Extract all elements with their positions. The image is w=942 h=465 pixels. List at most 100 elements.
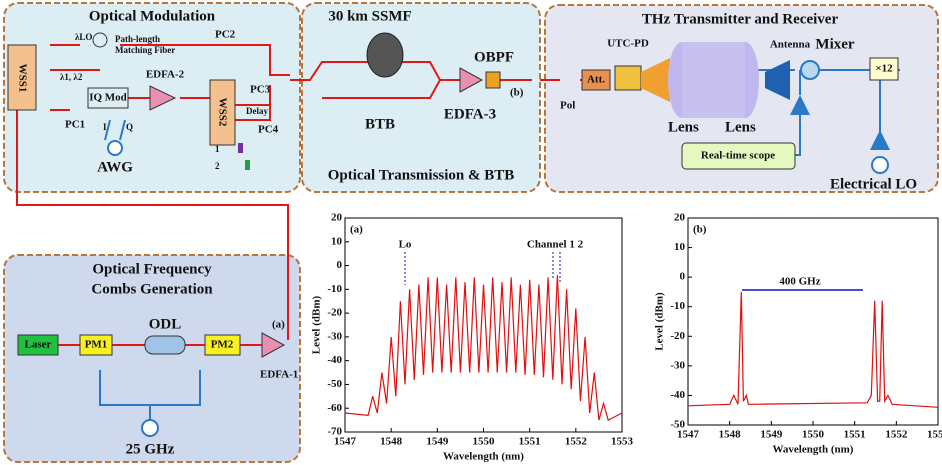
x-tick-label: 1548 [380,436,403,448]
horn [641,58,670,102]
amplifier [790,95,810,115]
x-tick-label: 1553 [611,436,634,448]
label: ×12 [875,63,893,75]
amplifier [261,332,286,358]
y-tick-label: -40 [670,389,685,401]
y-tick-label: -30 [327,330,342,342]
filter [485,71,501,89]
annotation: Channel 1 2 [527,239,584,251]
y-tick-label: -50 [327,378,342,390]
beam [682,42,745,118]
x-tick-label: 1550 [473,436,496,448]
panel-title: Combs Generation [91,281,213,297]
y-tick-label: 10 [674,241,686,253]
label: ODL [149,316,182,332]
annotation: 400 GHz [779,276,820,288]
label: EDFA-3 [444,106,496,122]
label: Electrical LO [830,176,917,192]
label: Delay [246,106,268,116]
label: OBPF [474,49,514,65]
combs-panel [3,254,301,463]
x-tick-label: 1551 [519,436,541,448]
x-tick-label: 1551 [844,429,866,441]
scope [681,142,796,170]
label: Q [126,122,133,132]
odl [144,335,186,355]
label: PM2 [211,339,234,351]
x-tick-label: 1549 [426,436,449,448]
x-tick-label: 1552 [565,436,588,448]
panel-label: (b) [693,224,707,236]
multiplier [869,57,899,81]
label: (a) [272,319,285,331]
x-tick-label: 1552 [885,429,908,441]
x-tick-label: 1549 [760,429,783,441]
y-tick-label: 0 [680,271,686,283]
label: Antenna [770,39,811,51]
y-tick-label: -10 [327,283,342,295]
panel-title: Optical Modulation [89,8,216,24]
label: Real-time scope [701,150,775,162]
y-tick-label: -70 [327,426,342,438]
fiber-spool [366,32,404,78]
label: 25 GHz [126,441,175,457]
panel-label: (a) [350,224,363,236]
label: Mixer [815,36,854,52]
y-tick-label: -40 [327,354,342,366]
utc-pd [614,65,642,91]
panel-title: THz Transmitter and Receiver [642,11,839,27]
plot-frame [687,217,939,426]
x-tick-label: 1547 [677,429,700,441]
attenuator [581,69,611,91]
label: Path-length [115,34,160,44]
label: λLO [75,32,92,42]
laser [17,334,59,356]
y-tick-label: -30 [670,359,685,371]
label: PC1 [65,119,85,131]
spectrum [687,291,939,408]
wss1-box [7,44,37,111]
x-axis-label: Wavelength (nm) [773,444,854,456]
label: PC3 [250,84,271,96]
label: λ1, λ2 [60,72,83,82]
fiber-coil [92,32,108,48]
panel-title: Optical Transmission & BTB [328,167,515,183]
label: Laser [25,339,52,351]
awg-source [107,140,123,156]
wss2-box [209,79,236,146]
y-tick-label: -50 [670,419,685,431]
pm2 [204,334,241,356]
amplifier [870,130,890,150]
label: Att. [587,74,605,86]
spectrum [344,275,623,421]
label: (b) [510,87,524,99]
amplifier [149,85,177,111]
lo-source [871,156,889,174]
label: UTC-PD [607,38,649,50]
label: 30 km SSMF [328,8,411,24]
label: WSS2 [216,98,228,127]
x-axis-label: Wavelength (nm) [443,451,524,463]
pm1 [79,334,113,356]
antenna [765,60,790,100]
label: WSS1 [16,64,28,93]
x-tick-label: 1550 [802,429,825,441]
label: Lens [668,119,699,135]
label: Matching Fiber [115,45,175,55]
y-tick-label: 20 [331,212,343,224]
fiber [50,44,610,121]
y-tick-label: -20 [670,330,685,342]
y-tick-label: -10 [670,300,685,312]
y-tick-label: -20 [327,307,342,319]
x-tick-label: 1547 [334,436,357,448]
label: PM1 [85,339,108,351]
annotation: Lo [399,239,412,251]
rf-source [141,419,159,437]
label: PC2 [215,29,236,41]
y-tick-label: -60 [327,402,342,414]
amplifier [459,67,484,93]
label: AWG [97,159,133,175]
y-tick-label: 0 [337,259,343,271]
label: IQ Mod [89,92,127,104]
iq-box [87,87,129,109]
